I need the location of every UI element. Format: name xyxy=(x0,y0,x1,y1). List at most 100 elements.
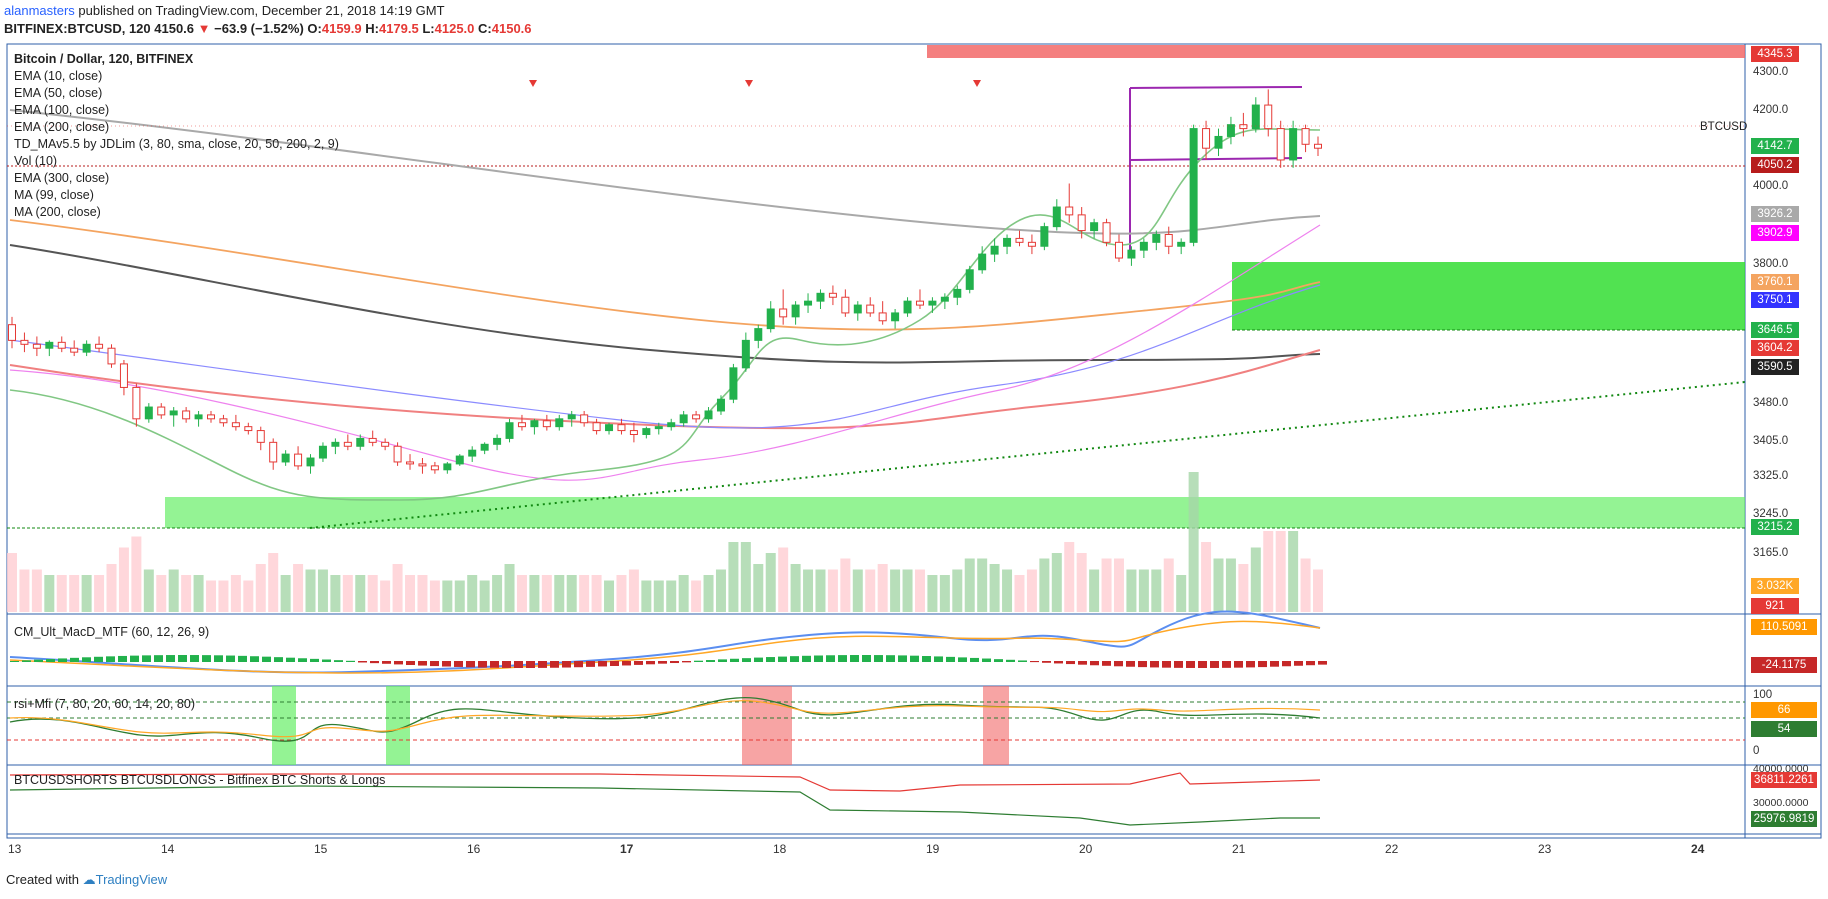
macd-histogram-bar xyxy=(130,655,139,662)
volume-bar xyxy=(1126,569,1137,612)
time-tick: 24 xyxy=(1691,842,1705,856)
candle xyxy=(1015,230,1024,247)
volume-bar xyxy=(1064,542,1075,612)
macd-histogram-bar xyxy=(1222,661,1231,668)
legend-item[interactable]: TD_MAv5.5 by JDLim (3, 80, sma, close, 2… xyxy=(14,137,339,151)
macd-histogram-bar xyxy=(550,661,559,668)
legend-item[interactable]: EMA (10, close) xyxy=(14,69,103,83)
macd-histogram-bar xyxy=(586,661,595,667)
volume-bar xyxy=(1250,547,1261,612)
macd-histogram-bar xyxy=(298,658,307,662)
volume-bar xyxy=(902,569,913,612)
volume-bar xyxy=(268,553,279,612)
macd-histogram-bar xyxy=(754,657,763,662)
legend-item[interactable]: EMA (100, close) xyxy=(14,103,110,117)
price-tick: 4200.0 xyxy=(1753,104,1789,116)
macd-histogram-bar xyxy=(202,655,211,662)
volume-bar xyxy=(604,580,615,612)
macd-histogram-bar xyxy=(634,661,643,665)
volume-bar xyxy=(865,569,876,612)
macd-histogram-bar xyxy=(166,655,175,662)
candle xyxy=(679,410,688,427)
macd-histogram-bar xyxy=(814,655,823,662)
candle xyxy=(542,414,551,431)
candle xyxy=(667,418,676,431)
close-label: C: xyxy=(478,21,492,36)
symbol-line: BITFINEX:BTCUSD, 120 4150.6 ▼ −63.9 (−1.… xyxy=(4,21,532,36)
candle xyxy=(1040,222,1049,251)
macd-histogram-bar xyxy=(1198,661,1207,668)
volume-bar xyxy=(1026,569,1037,612)
candle xyxy=(978,246,987,274)
candle xyxy=(505,418,514,443)
macd-histogram-bar xyxy=(910,655,919,662)
macd-histogram-bar xyxy=(46,659,55,662)
macd-histogram-bar xyxy=(454,661,463,667)
volume-bar xyxy=(181,575,192,612)
candle xyxy=(443,461,452,474)
volume-bar xyxy=(31,569,42,612)
tradingview-logo-icon: ☁ xyxy=(82,872,96,887)
macd-histogram-bar xyxy=(1186,661,1195,668)
macd-histogram-bar xyxy=(34,659,43,662)
volume-bar xyxy=(330,575,341,612)
volume-bar xyxy=(778,547,789,612)
rsi-title: rsi+Mfi (7, 80, 20, 60, 14, 20, 80) xyxy=(14,697,195,711)
candle xyxy=(990,238,999,262)
legend-item[interactable]: MA (99, close) xyxy=(14,188,94,202)
macd-histogram-bar xyxy=(334,660,343,662)
volume-bar xyxy=(541,575,552,612)
candle xyxy=(269,438,278,470)
low-label: L: xyxy=(422,21,435,36)
volume-bar xyxy=(1275,531,1286,612)
macd-histogram-bar xyxy=(778,656,787,662)
macd-histogram-bar xyxy=(562,661,571,668)
candle xyxy=(455,454,464,466)
volume-bar xyxy=(131,536,142,612)
legend-item[interactable]: Bitcoin / Dollar, 120, BITFINEX xyxy=(14,52,194,66)
price-tick: 3245.0 xyxy=(1753,508,1789,520)
legend-item[interactable]: MA (200, close) xyxy=(14,205,101,219)
volume-bar xyxy=(1225,558,1236,612)
shorts-longs-pane xyxy=(9,772,1321,826)
volume-bar xyxy=(628,569,639,612)
purple-channel xyxy=(1129,86,1303,252)
ema300-line xyxy=(9,244,1321,364)
time-tick: 23 xyxy=(1538,842,1552,856)
td-down-markers xyxy=(529,80,981,87)
volume-bar xyxy=(1039,558,1050,612)
macd-histogram-bar xyxy=(490,661,499,668)
volume-bar xyxy=(840,558,851,612)
price-label: 4142.7 xyxy=(1751,138,1799,154)
candle xyxy=(766,301,775,333)
macd-histogram-bar xyxy=(70,657,79,662)
macd-histogram-bar xyxy=(1090,661,1099,666)
price-label: 3215.2 xyxy=(1751,519,1799,535)
volume-bar xyxy=(529,575,540,612)
author-link[interactable]: alanmasters xyxy=(4,3,75,18)
time-tick: 15 xyxy=(314,842,328,856)
tradingview-brand[interactable]: TradingView xyxy=(95,872,168,887)
candle xyxy=(704,407,713,423)
macd-histogram-bar xyxy=(1078,661,1087,665)
candles-group xyxy=(8,89,1322,474)
macd-histogram-bar xyxy=(346,660,355,662)
legend-item[interactable]: EMA (50, close) xyxy=(14,86,103,100)
volume-bar xyxy=(803,569,814,612)
volume-bar xyxy=(815,569,826,612)
candle xyxy=(107,344,116,368)
candle xyxy=(592,418,601,435)
volume-bar xyxy=(355,575,366,612)
candle xyxy=(642,426,651,439)
legend-item[interactable]: EMA (200, close) xyxy=(14,120,110,134)
legend-item[interactable]: Vol (10) xyxy=(14,154,58,168)
volume-bar xyxy=(69,575,80,612)
candle xyxy=(567,410,576,427)
volume-bar xyxy=(454,580,465,612)
price-tick: 4300.0 xyxy=(1753,66,1789,78)
time-tick: 17 xyxy=(620,842,634,856)
legend-item[interactable]: EMA (300, close) xyxy=(14,171,110,185)
volume-bar xyxy=(1089,569,1100,612)
volume-bar xyxy=(765,553,776,612)
